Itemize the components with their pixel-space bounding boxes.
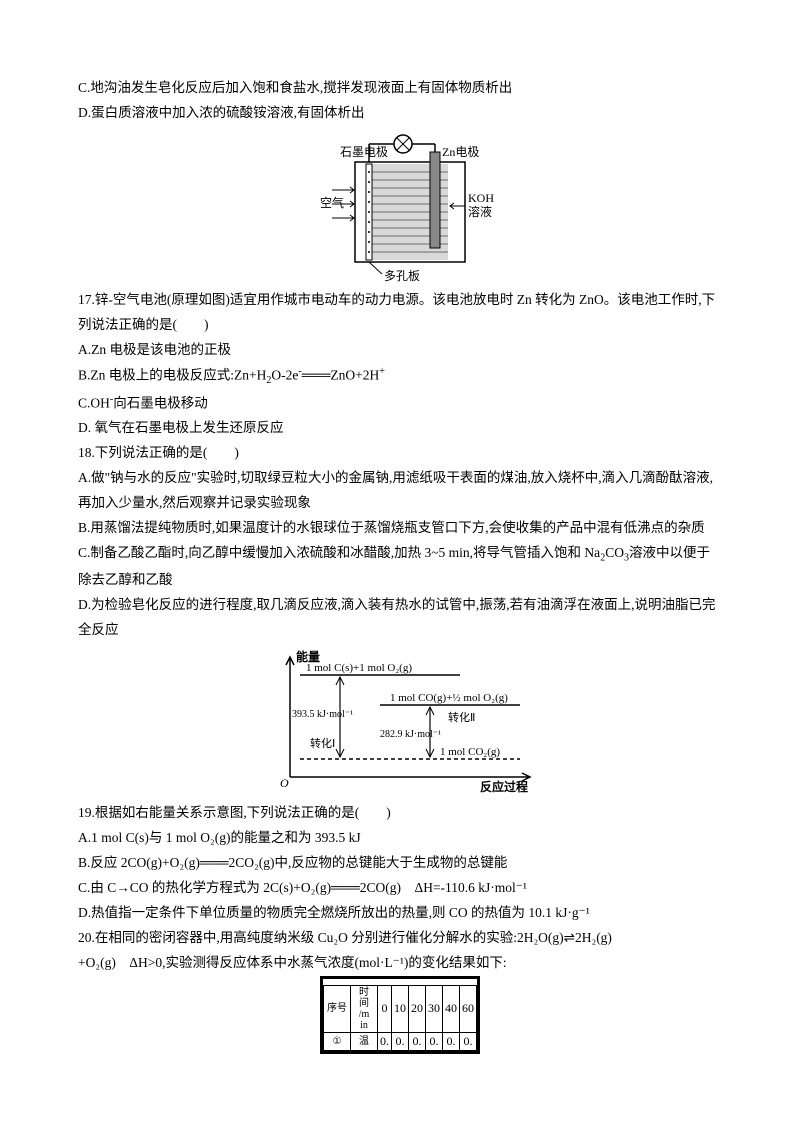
- energy-diagram: 能量 反应过程 O 1 mol C(s)+1 mol O₂(g) 1 mol C…: [250, 647, 550, 797]
- svg-text:282.9 kJ·mol⁻¹: 282.9 kJ·mol⁻¹: [380, 729, 441, 740]
- q19-option-b: B.反应 2CO(g)+O₂(g)═══2CO₂(g)中,反应物的总键能大于生成…: [78, 851, 722, 876]
- label-zn: Zn电极: [442, 145, 479, 159]
- cell: 温: [351, 1032, 378, 1051]
- q18-option-a: A.做"钠与水的反应"实验时,切取绿豆粒大小的金属钠,用滤纸吸干表面的煤油,放入…: [78, 466, 722, 516]
- cell: 60: [460, 985, 477, 1032]
- cell: 10: [392, 985, 409, 1032]
- cell: 20: [409, 985, 426, 1032]
- cell: 0: [378, 985, 392, 1032]
- q19-option-c: C.由 C→CO 的热化学方程式为 2C(s)+O₂(g)═══2CO(g) Δ…: [78, 876, 722, 901]
- svg-text:1 mol C(s)+1 mol O₂(g): 1 mol C(s)+1 mol O₂(g): [306, 662, 412, 674]
- cell: 0.: [392, 1032, 409, 1051]
- cell: 0.: [409, 1032, 426, 1051]
- cell: 序号: [324, 985, 351, 1032]
- table-row: ① 温 0. 0. 0. 0. 0. 0.: [324, 1032, 477, 1051]
- cell: 0.: [378, 1032, 392, 1051]
- svg-text:1 mol CO(g)+½ mol O₂(g): 1 mol CO(g)+½ mol O₂(g): [390, 692, 508, 704]
- q18-option-c: C.制备乙酸乙酯时,向乙醇中缓慢加入浓硫酸和冰醋酸,加热 3~5 min,将导气…: [78, 541, 722, 593]
- label-porous: 多孔板: [384, 269, 420, 282]
- cell: 30: [426, 985, 443, 1032]
- cell: 0.: [460, 1032, 477, 1051]
- q18-option-b: B.用蒸馏法提纯物质时,如果温度计的水银球位于蒸馏烧瓶支管口下方,会使收集的产品…: [78, 516, 722, 541]
- svg-text:转化Ⅰ: 转化Ⅰ: [310, 736, 335, 750]
- svg-text:1 mol CO₂(g): 1 mol CO₂(g): [440, 746, 500, 758]
- label-koh-2: 溶液: [468, 204, 492, 219]
- svg-text:反应过程: 反应过程: [480, 779, 528, 794]
- q20-stem-2: +O₂(g) ΔH>0,实验测得反应体系中水蒸气浓度(mol·L⁻¹)的变化结果…: [78, 951, 722, 976]
- table-row: 序号 时间/min 0 10 20 30 40 60: [324, 985, 477, 1032]
- data-table: 序号 时间/min 0 10 20 30 40 60 ① 温 0. 0. 0. …: [323, 985, 477, 1052]
- svg-text:转化Ⅱ: 转化Ⅱ: [448, 710, 475, 724]
- q19-option-a: A.1 mol C(s)与 1 mol O₂(g)的能量之和为 393.5 kJ: [78, 826, 722, 851]
- q17-stem: 17.锌-空气电池(原理如图)适宜用作城市电动车的动力电源。该电池放电时 Zn …: [78, 288, 722, 338]
- cell: 时间/min: [351, 985, 378, 1032]
- q17-option-c: C.OH-向石墨电极移动: [78, 391, 722, 416]
- q16-option-d: D.蛋白质溶液中加入浓的硫酸铵溶液,有固体析出: [78, 101, 722, 126]
- q20-stem: 20.在相同的密闭容器中,用高纯度纳米级 Cu₂O 分别进行催化分解水的实验:2…: [78, 926, 722, 951]
- cell: 0.: [426, 1032, 443, 1051]
- label-air: 空气: [320, 195, 344, 210]
- q18-option-d: D.为检验皂化反应的进行程度,取几滴反应液,滴入装有热水的试管中,振荡,若有油滴…: [78, 593, 722, 643]
- battery-diagram: 石墨电极 Zn电极 空气 KOH 溶液 多孔板: [290, 132, 510, 282]
- q17-option-d: D. 氧气在石墨电极上发生还原反应: [78, 416, 722, 441]
- q16-option-c: C.地沟油发生皂化反应后加入饱和食盐水,搅拌发现液面上有固体物质析出: [78, 76, 722, 101]
- svg-text:393.5 kJ·mol⁻¹: 393.5 kJ·mol⁻¹: [292, 709, 353, 720]
- q17-option-b: B.Zn 电极上的电极反应式:Zn+H2O-2e-═══ZnO+2H+: [78, 363, 722, 391]
- cell: 0.: [443, 1032, 460, 1051]
- q19-stem: 19.根据如右能量关系示意图,下列说法正确的是( ): [78, 801, 722, 826]
- page-body: C.地沟油发生皂化反应后加入饱和食盐水,搅拌发现液面上有固体物质析出 D.蛋白质…: [0, 0, 800, 1103]
- data-table-wrap: 序号 时间/min 0 10 20 30 40 60 ① 温 0. 0. 0. …: [78, 976, 722, 1064]
- q17-option-a: A.Zn 电极是该电池的正极: [78, 338, 722, 363]
- svg-text:O: O: [280, 776, 289, 790]
- cell: 40: [443, 985, 460, 1032]
- q19-option-d: D.热值指一定条件下单位质量的物质完全燃烧所放出的热量,则 CO 的热值为 10…: [78, 901, 722, 926]
- cell: ①: [324, 1032, 351, 1051]
- label-koh-1: KOH: [468, 191, 494, 205]
- label-graphite: 石墨电极: [340, 145, 388, 159]
- q18-stem: 18.下列说法正确的是( ): [78, 441, 722, 466]
